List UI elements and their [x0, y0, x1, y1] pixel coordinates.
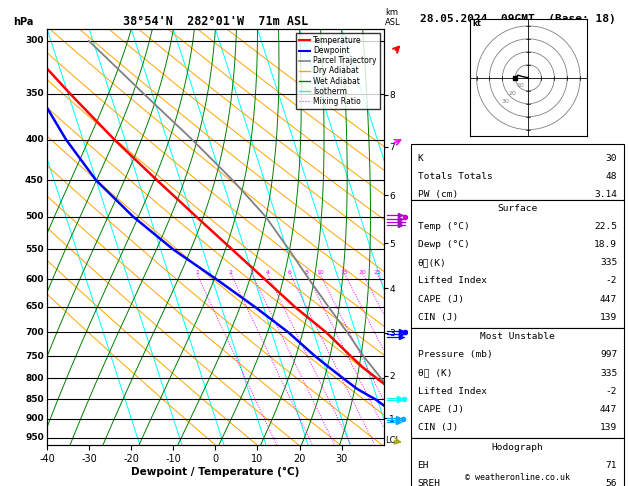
Text: 1: 1	[195, 270, 199, 275]
Bar	[411, 328, 624, 438]
Text: Surface: Surface	[498, 204, 537, 213]
Text: 2: 2	[229, 270, 233, 275]
Text: kt: kt	[472, 19, 481, 28]
Text: -2: -2	[606, 277, 617, 285]
Text: 30: 30	[501, 99, 509, 104]
Text: 6: 6	[288, 270, 292, 275]
Text: Hodograph: Hodograph	[491, 443, 543, 451]
Text: 997: 997	[600, 350, 617, 360]
Text: -2: -2	[606, 387, 617, 396]
Text: 48: 48	[606, 172, 617, 181]
Text: EH: EH	[418, 461, 429, 469]
Text: 8: 8	[304, 270, 308, 275]
Text: θᴇ(K): θᴇ(K)	[418, 259, 447, 267]
Text: 950: 950	[25, 433, 44, 442]
Text: 10: 10	[316, 270, 324, 275]
Text: SREH: SREH	[418, 479, 440, 486]
Text: 750: 750	[25, 352, 44, 361]
Text: 335: 335	[600, 368, 617, 378]
Text: 30: 30	[606, 154, 617, 163]
Text: 4: 4	[265, 270, 269, 275]
Text: © weatheronline.co.uk: © weatheronline.co.uk	[465, 473, 570, 482]
Text: 447: 447	[600, 405, 617, 414]
Text: 56: 56	[606, 479, 617, 486]
Text: CIN (J): CIN (J)	[418, 312, 458, 322]
Text: 10: 10	[516, 83, 525, 88]
Text: km
ASL: km ASL	[386, 8, 401, 27]
Y-axis label: Mixing Ratio (g/kg): Mixing Ratio (g/kg)	[430, 194, 438, 280]
Text: 25: 25	[373, 270, 381, 275]
Text: 447: 447	[600, 295, 617, 304]
Text: Totals Totals: Totals Totals	[418, 172, 493, 181]
Text: 15: 15	[341, 270, 348, 275]
Text: 28.05.2024  09GMT  (Base: 18): 28.05.2024 09GMT (Base: 18)	[420, 14, 616, 24]
Text: 300: 300	[25, 36, 44, 45]
Text: 500: 500	[25, 212, 44, 221]
Text: 450: 450	[25, 176, 44, 185]
Text: 800: 800	[25, 374, 44, 383]
Text: Dewp (°C): Dewp (°C)	[418, 241, 469, 249]
Text: CIN (J): CIN (J)	[418, 423, 458, 432]
Text: 350: 350	[25, 89, 44, 98]
Text: 3.14: 3.14	[594, 190, 617, 199]
Text: 139: 139	[600, 312, 617, 322]
Text: CAPE (J): CAPE (J)	[418, 405, 464, 414]
Text: 650: 650	[25, 302, 44, 312]
Text: 18.9: 18.9	[594, 241, 617, 249]
Text: 700: 700	[25, 328, 44, 337]
Text: 550: 550	[25, 245, 44, 254]
X-axis label: Dewpoint / Temperature (°C): Dewpoint / Temperature (°C)	[131, 467, 299, 477]
Text: hPa: hPa	[14, 17, 34, 27]
Legend: Temperature, Dewpoint, Parcel Trajectory, Dry Adiabat, Wet Adiabat, Isotherm, Mi: Temperature, Dewpoint, Parcel Trajectory…	[296, 33, 380, 109]
Text: 600: 600	[25, 275, 44, 284]
Bar	[411, 438, 624, 486]
Text: Temp (°C): Temp (°C)	[418, 222, 469, 231]
Text: CAPE (J): CAPE (J)	[418, 295, 464, 304]
Text: 3: 3	[250, 270, 254, 275]
Text: 71: 71	[606, 461, 617, 469]
Text: K: K	[418, 154, 423, 163]
Text: 22.5: 22.5	[594, 222, 617, 231]
Text: PW (cm): PW (cm)	[418, 190, 458, 199]
Bar	[411, 144, 624, 200]
Text: 20: 20	[509, 91, 516, 96]
Text: 20: 20	[359, 270, 367, 275]
Text: 139: 139	[600, 423, 617, 432]
Bar	[411, 200, 624, 328]
Title: 38°54'N  282°01'W  71m ASL: 38°54'N 282°01'W 71m ASL	[123, 15, 308, 28]
Text: 400: 400	[25, 135, 44, 144]
Text: 850: 850	[25, 395, 44, 404]
Text: LCL: LCL	[385, 436, 400, 445]
Text: Pressure (mb): Pressure (mb)	[418, 350, 493, 360]
Text: Lifted Index: Lifted Index	[418, 387, 486, 396]
Text: Lifted Index: Lifted Index	[418, 277, 486, 285]
Text: Most Unstable: Most Unstable	[480, 332, 555, 342]
Text: 335: 335	[600, 259, 617, 267]
Text: θᴇ (K): θᴇ (K)	[418, 368, 452, 378]
Text: 900: 900	[25, 415, 44, 423]
